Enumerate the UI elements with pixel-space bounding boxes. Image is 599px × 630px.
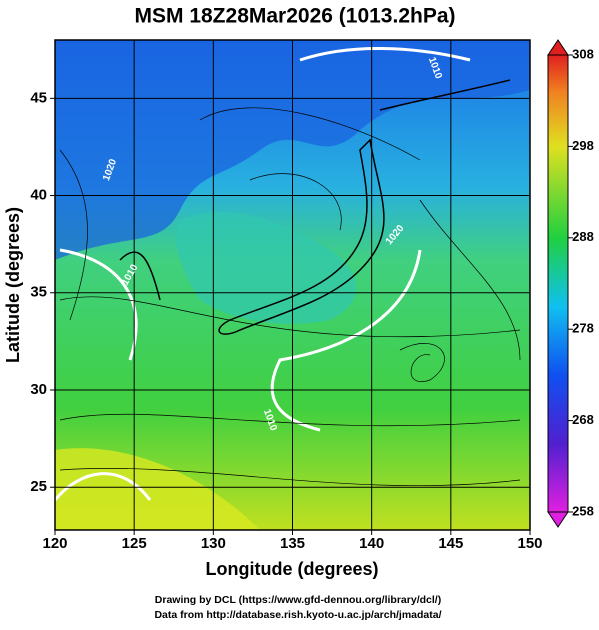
x-tick-label: 135 [280, 535, 305, 552]
x-tick-label: 125 [122, 535, 147, 552]
colorbar-tick-label: 288 [572, 229, 594, 244]
y-tick-label: 35 [30, 284, 47, 301]
colorbar-min-arrow [547, 511, 569, 528]
colorbar [547, 54, 569, 513]
y-tick-label: 30 [30, 381, 47, 398]
x-tick-label: 150 [517, 535, 542, 552]
x-tick-label: 120 [42, 535, 67, 552]
y-tick-label: 45 [30, 89, 47, 106]
credit: Data from http://database.rish.kyoto-u.a… [154, 609, 441, 621]
credit: Drawing by DCL (https://www.gfd-dennou.o… [155, 594, 441, 606]
title: MSM 18Z28Mar2026 (1013.2hPa) [135, 5, 456, 28]
y-tick-label: 40 [30, 187, 47, 204]
x-tick-label: 130 [201, 535, 226, 552]
colorbar-tick-label: 298 [572, 138, 594, 153]
y-tick-label: 25 [30, 478, 47, 495]
map-field [55, 40, 530, 530]
colorbar-max-arrow [547, 39, 569, 56]
colorbar-tick-label: 308 [572, 46, 594, 61]
colorbar-tick-label: 268 [572, 412, 594, 427]
x-tick-label: 140 [359, 535, 384, 552]
colorbar-tick-label: 258 [572, 503, 594, 518]
y-axis-label: Latitude (degrees) [3, 207, 23, 363]
x-tick-label: 145 [438, 535, 463, 552]
colorbar-tick-label: 278 [572, 321, 594, 336]
x-axis-label: Longitude (degrees) [205, 559, 378, 579]
